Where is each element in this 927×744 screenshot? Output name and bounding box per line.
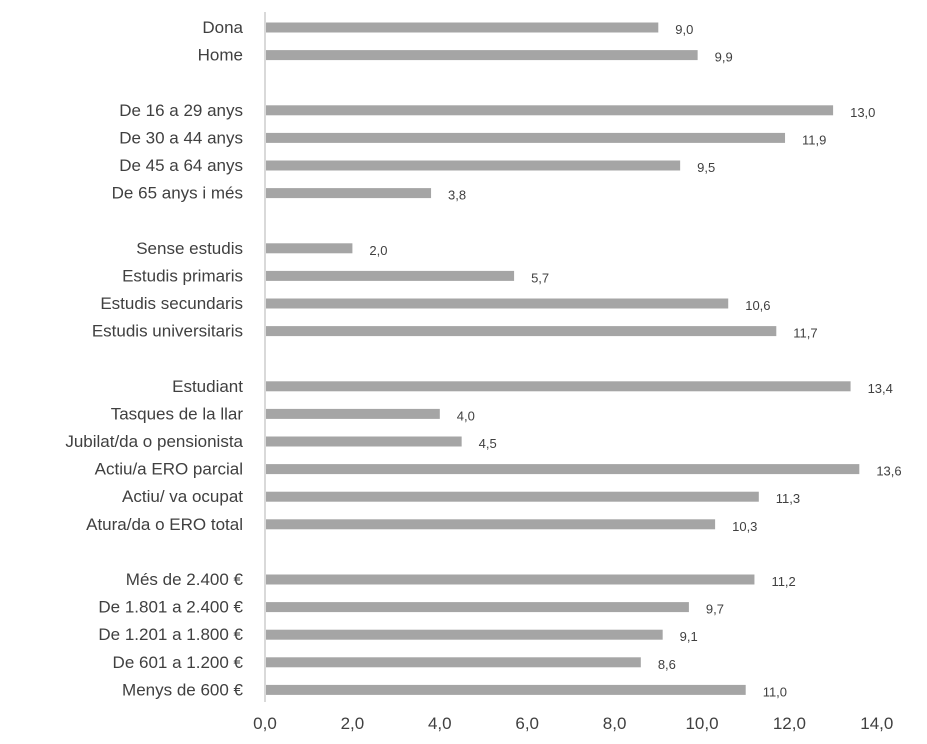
category-label: De 16 a 29 anys (119, 101, 243, 120)
x-tick-label: 8,0 (603, 714, 627, 733)
category-label: Actiu/a ERO parcial (95, 460, 243, 479)
bar-value-label: 2,0 (369, 243, 387, 258)
bar-value-label: 4,0 (457, 408, 475, 423)
bar-value-label: 11,9 (802, 132, 826, 147)
category-label: Estudis universitaris (92, 322, 243, 341)
bar-value-label: 10,6 (745, 298, 770, 313)
bar (265, 684, 746, 695)
bar (265, 629, 663, 640)
bar-value-label: 11,2 (771, 574, 795, 589)
x-tick-label: 4,0 (428, 714, 452, 733)
category-label: De 1.801 a 2.400 € (98, 598, 243, 617)
x-tick-label: 2,0 (341, 714, 365, 733)
bar-value-label: 11,0 (763, 684, 787, 699)
bar (265, 657, 641, 668)
category-label: De 30 a 44 anys (119, 128, 243, 147)
bar (265, 602, 689, 613)
bar-value-label: 11,3 (776, 491, 800, 506)
bar-value-label: 9,9 (715, 50, 733, 65)
bar-value-label: 9,7 (706, 602, 724, 617)
category-label: Dona (202, 18, 243, 37)
bar-value-label: 5,7 (531, 270, 549, 285)
category-label: Jubilat/da o pensionista (65, 432, 243, 451)
bar-value-label: 3,8 (448, 188, 466, 203)
bar (265, 105, 834, 116)
category-label: De 1.201 a 1.800 € (98, 625, 243, 644)
x-tick-label: 10,0 (685, 714, 718, 733)
bar (265, 188, 432, 199)
bar-value-label: 13,6 (876, 464, 901, 479)
bar (265, 270, 515, 281)
x-tick-label: 14,0 (860, 714, 893, 733)
category-label: De 45 a 64 anys (119, 156, 243, 175)
bar (265, 491, 759, 502)
x-tick-label: 12,0 (773, 714, 806, 733)
bar (265, 132, 786, 143)
bar-value-label: 13,4 (868, 381, 893, 396)
category-label: De 65 anys i més (112, 184, 243, 203)
bars-layer (265, 22, 860, 695)
labels-layer: Dona 9,0 Home 9,9 De 16 a 29 anys 13,0 De 30 a… (65, 18, 901, 733)
category-label: Sense estudis (136, 239, 243, 258)
bar-value-label: 9,1 (680, 629, 698, 644)
bar (265, 22, 659, 33)
category-label: Estudiant (172, 377, 243, 396)
bar (265, 160, 681, 171)
bar-value-label: 10,3 (732, 519, 757, 534)
category-label: De 601 a 1.200 € (113, 653, 244, 672)
category-label: Menys de 600 € (122, 680, 244, 699)
category-label: Tasques de la llar (111, 404, 244, 423)
x-tick-label: 0,0 (253, 714, 277, 733)
category-label: Més de 2.400 € (126, 570, 244, 589)
category-label: Estudis secundaris (100, 294, 243, 313)
bar (265, 381, 851, 392)
category-label: Atura/da o ERO total (86, 515, 243, 534)
category-label: Home (198, 46, 243, 65)
bar-value-label: 13,0 (850, 105, 875, 120)
bar-value-label: 8,6 (658, 657, 676, 672)
bar (265, 408, 440, 419)
bar-value-label: 4,5 (479, 436, 497, 451)
bar-value-label: 11,7 (793, 326, 817, 341)
bar (265, 326, 777, 337)
bar (265, 243, 353, 254)
bar (265, 436, 462, 447)
bar (265, 574, 755, 585)
bar (265, 519, 716, 530)
bar-value-label: 9,0 (675, 22, 693, 37)
bar (265, 50, 698, 61)
x-tick-label: 6,0 (515, 714, 539, 733)
category-label: Estudis primaris (122, 266, 243, 285)
bar (265, 298, 729, 309)
category-label: Actiu/ va ocupat (122, 487, 243, 506)
bar-value-label: 9,5 (697, 160, 715, 175)
bar (265, 464, 860, 475)
